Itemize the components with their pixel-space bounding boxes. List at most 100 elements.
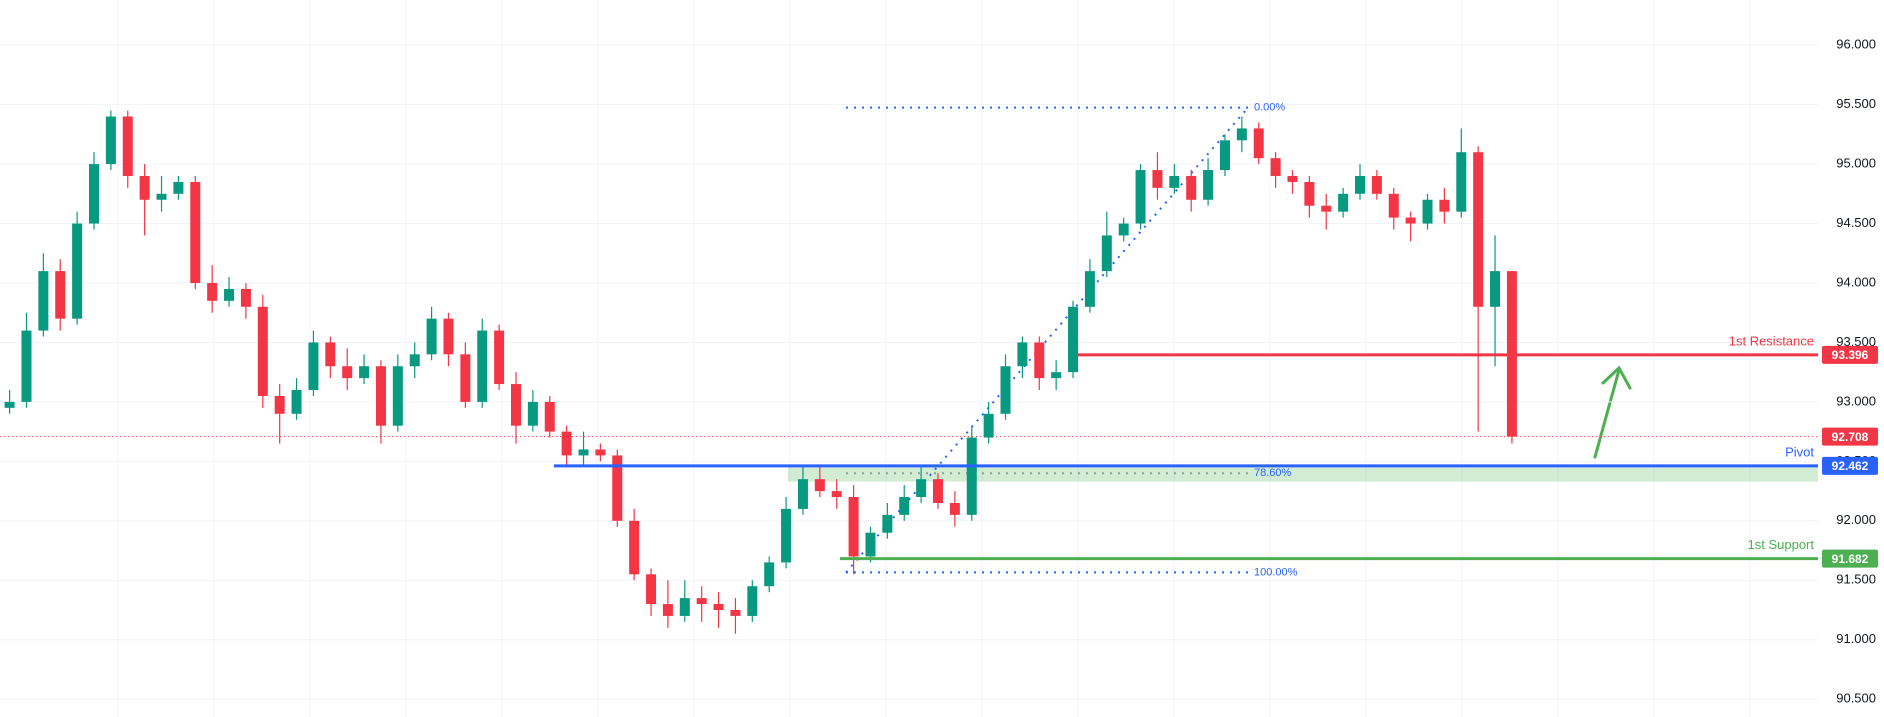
candle-body [1169,175,1180,188]
candle-body [139,175,150,200]
candle-body [4,401,15,408]
candle-body [882,514,893,533]
candle-body [1338,193,1349,212]
y-tick-label: 94.000 [1836,274,1876,289]
candle-body [392,366,403,426]
candle-body [662,604,673,616]
candle-body [224,288,235,301]
candle-body [764,562,775,587]
candle-body [1439,199,1450,212]
y-tick-label: 94.500 [1836,215,1876,230]
candle-body [1321,205,1332,212]
candle-body [1355,175,1365,194]
candle-body [173,181,184,194]
candle-body [207,282,218,301]
candle-body [595,449,606,456]
candle-body [1304,181,1315,206]
candle-body [511,384,521,426]
candle-body [848,497,859,557]
candle-body [713,604,724,610]
level-label: 1st Resistance [1729,333,1814,348]
price-tag-label: 93.396 [1832,348,1869,362]
y-tick-label: 92.000 [1836,512,1876,527]
candle-body [72,223,83,319]
candle-body [359,366,370,379]
candle-body [865,532,876,557]
candle-body [460,354,471,402]
candle-body [1219,140,1230,171]
candle-body [831,491,842,498]
candle-body [612,455,623,521]
candle-body [409,354,420,367]
price-tag [1822,549,1878,568]
candle-body [477,330,488,402]
price-tag [1822,427,1878,446]
y-tick-label: 91.000 [1836,631,1876,646]
candle-body [933,479,943,503]
candle-body [308,342,319,391]
candle-body [1017,342,1028,367]
candle-body [578,449,589,456]
y-tick-label: 91.500 [1836,572,1876,587]
price-tag-label: 91.682 [1832,552,1869,566]
candle-body [291,390,302,414]
price-tag-label: 92.462 [1832,459,1869,473]
candle-body [1456,152,1467,212]
candle-body [1473,152,1484,307]
level-label: 1st Support [1748,537,1815,552]
fib-label: 0.00% [1254,102,1285,114]
candle-body [1152,170,1163,188]
candle-body [1051,372,1062,379]
candle-body [1287,175,1298,182]
candle-body [1135,170,1146,224]
candle-body [257,306,268,396]
candle-body [781,508,792,563]
candle-body [240,288,251,307]
candle-body [55,271,66,319]
candle-body [274,395,285,414]
candle-body [949,502,960,515]
y-tick-label: 90.500 [1836,691,1876,706]
candle-body [375,366,386,426]
candle-body [730,609,741,616]
candle-body [1253,128,1264,159]
zone [788,464,1818,482]
candle-body [325,342,336,367]
y-tick-label: 93.000 [1836,393,1876,408]
candle-body [797,479,808,509]
candle-body [342,366,353,379]
candle-body [105,116,116,165]
candle-body [696,598,707,605]
price-tag-label: 92.708 [1832,430,1869,444]
candle-body [1422,199,1433,224]
candle-body [747,586,758,616]
candle-body [190,181,201,283]
candle-body [89,164,99,224]
candle-body [814,479,825,492]
candle-body [1371,175,1382,194]
candle-body [1000,366,1011,414]
candle-body [1084,271,1095,307]
candle-body [1118,223,1129,236]
candle-body [443,318,454,355]
price-tag [1822,345,1878,364]
candle-body [426,318,437,355]
candle-body [646,574,657,605]
candle-body [983,413,994,438]
candle-body [1236,128,1247,141]
y-tick-label: 93.500 [1836,334,1876,349]
fib-label: 100.00% [1254,566,1298,578]
candle-body [1490,271,1501,307]
candle-body [527,401,538,426]
candle-body [629,520,640,575]
candle-body [1405,217,1416,224]
candle-body [1068,306,1079,373]
y-tick-label: 96.000 [1836,37,1876,52]
candle-body [544,401,555,432]
price-tag [1822,456,1878,475]
candle-body [1186,175,1197,200]
y-tick-label: 95.500 [1836,96,1876,111]
candle-body [561,431,572,456]
candle-body [1388,193,1399,218]
